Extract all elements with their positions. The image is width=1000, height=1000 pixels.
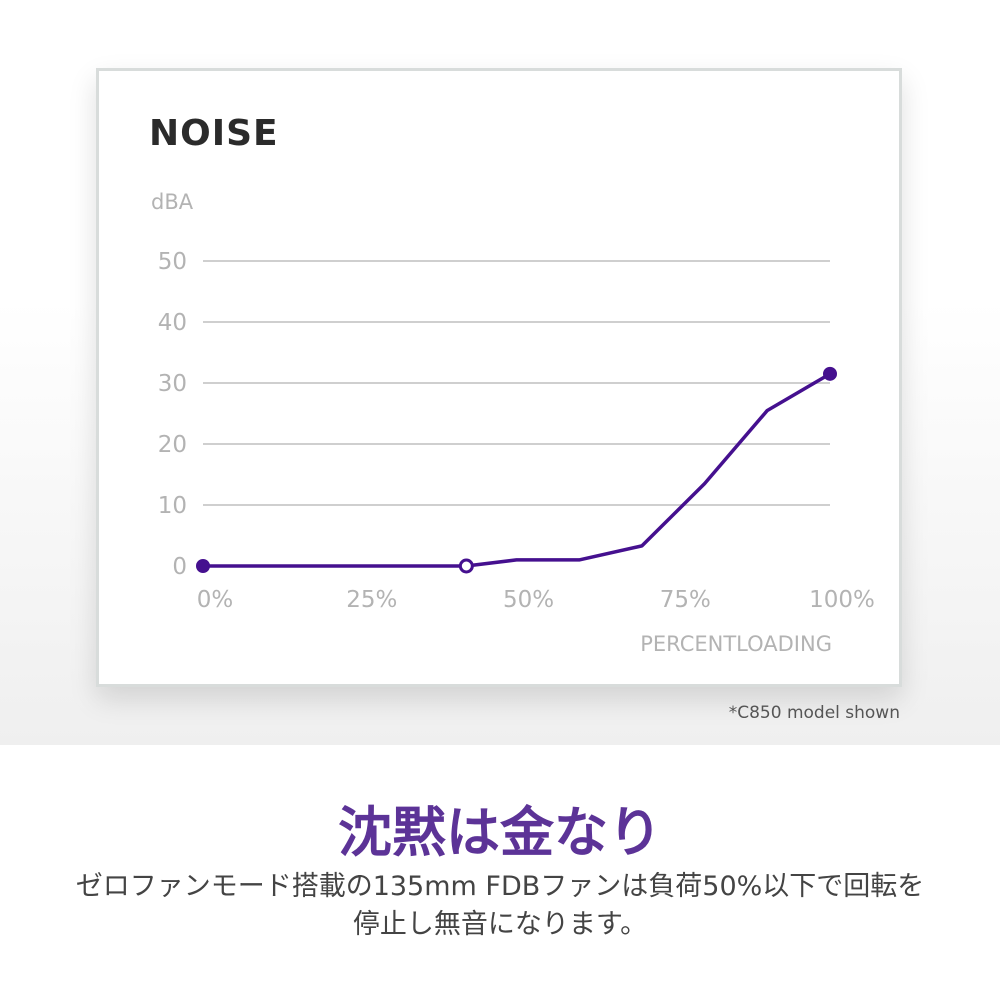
zero-fan-threshold-point (458, 558, 474, 574)
description-line-2: 停止し無音になります。 (352, 909, 648, 940)
x-tick-label: 0% (197, 587, 234, 613)
y-tick-label: 40 (158, 310, 187, 336)
y-tick-label: 0 (172, 554, 187, 580)
description: ゼロファンモード搭載の135mm FDBファンは負荷50%以下で回転を 停止し無… (0, 868, 1000, 944)
y-tick-label: 50 (158, 249, 187, 275)
y-tick-label: 20 (158, 432, 187, 458)
chart-card: NOISE 0 10 20 30 40 50 dBA 0% 25% 50% 75% 100% PERCE… (96, 68, 902, 687)
x-tick-label: 75% (660, 587, 711, 613)
data-point (196, 559, 210, 573)
x-tick-label: 50% (503, 587, 554, 613)
x-tick-label: 25% (346, 587, 397, 613)
x-axis-label: PERCENTLOADING (640, 632, 832, 656)
noise-series-line (201, 372, 832, 568)
chart-title: NOISE (149, 113, 279, 154)
x-tick-label: 100% (809, 587, 875, 613)
noise-chart: 0 10 20 30 40 50 dBA 0% 25% 50% 75% 100% PERCENTLOAD… (151, 190, 875, 656)
footnote: *C850 model shown (728, 703, 900, 723)
description-line-1: ゼロファンモード搭載の135mm FDBファンは負荷50%以下で回転を (75, 871, 925, 902)
data-point (823, 366, 837, 381)
y-tick-label: 30 (158, 371, 187, 397)
y-axis-label: dBA (151, 190, 194, 214)
headline: 沈黙は金なり (338, 801, 662, 864)
y-tick-label: 10 (158, 493, 187, 519)
